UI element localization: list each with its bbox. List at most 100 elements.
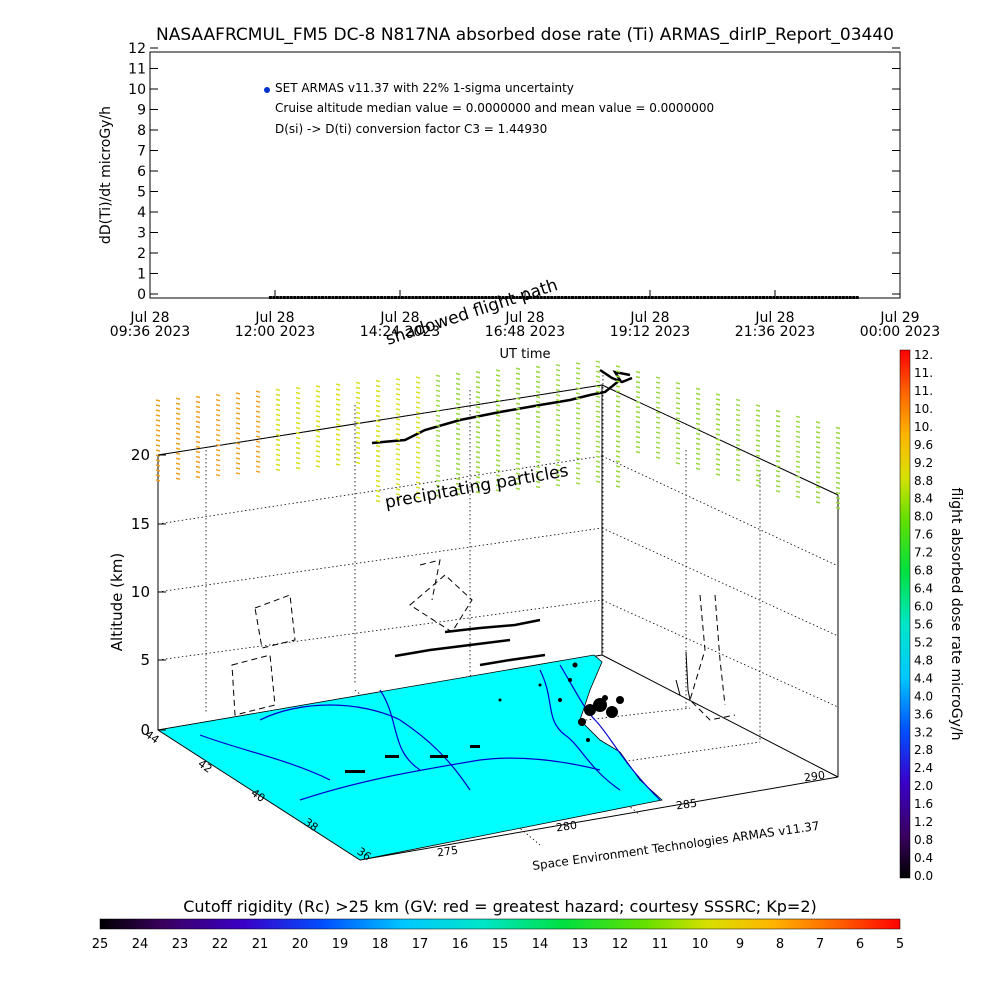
particle-mark [515, 417, 521, 420]
particle-mark [475, 476, 481, 479]
particle-mark [375, 384, 381, 388]
particle-mark [535, 420, 541, 424]
particle-mark [775, 470, 781, 473]
particle-mark [455, 392, 461, 396]
particle-mark [255, 440, 261, 443]
particle-mark [215, 408, 221, 412]
particle-mark [155, 459, 161, 462]
series-point [310, 296, 314, 299]
particle-mark [715, 443, 721, 446]
particle-mark [395, 473, 401, 476]
dose-rate-tick-label: 7.2 [914, 546, 933, 560]
particle-mark [555, 368, 561, 372]
particle-mark [655, 386, 661, 389]
cutoff-rigidity-label: Cutoff rigidity (Rc) >25 km (GV: red = g… [183, 897, 817, 916]
particle-mark [495, 384, 501, 387]
series-point [817, 296, 821, 299]
particle-mark [415, 436, 421, 439]
particle-mark [615, 375, 621, 378]
series-point [414, 296, 418, 299]
particle-mark [375, 399, 381, 403]
particle-mark [715, 458, 721, 461]
particle-mark [655, 401, 661, 404]
particle-mark [515, 367, 521, 370]
series-point [821, 296, 825, 299]
particle-mark [715, 398, 721, 401]
particle-mark [335, 398, 341, 401]
particle-mark [415, 411, 421, 414]
series-point [327, 296, 331, 299]
particle-mark [195, 425, 201, 429]
particle-mark [795, 435, 801, 439]
particle-mark [795, 425, 801, 429]
series-point [807, 296, 811, 299]
particle-mark [395, 453, 401, 456]
particle-mark [615, 415, 621, 418]
series-point [689, 296, 693, 299]
particle-mark [815, 441, 821, 444]
series-point [359, 296, 363, 299]
particle-mark [515, 412, 521, 415]
particle-mark [475, 411, 481, 414]
particle-mark [775, 475, 781, 478]
particle-mark [835, 426, 841, 430]
particle-mark [515, 382, 521, 385]
particle-mark [655, 451, 661, 454]
series-point [421, 296, 425, 299]
particle-mark [435, 479, 441, 483]
particle-mark [495, 464, 501, 467]
particle-mark [335, 428, 341, 431]
series-point [543, 296, 547, 299]
series-point [848, 296, 852, 299]
particle-mark [295, 441, 301, 445]
particle-mark [175, 427, 181, 430]
particle-mark [655, 381, 661, 384]
series-point [789, 296, 793, 299]
series-point [741, 296, 745, 299]
series-point [838, 296, 842, 299]
particle-mark [755, 429, 761, 432]
particle-mark [495, 479, 501, 482]
series-point [744, 296, 748, 299]
particle-mark [535, 370, 541, 374]
particle-mark [555, 363, 561, 367]
longitude-tick-label: 275 [436, 844, 459, 860]
series-point [268, 296, 272, 299]
particle-mark [535, 365, 541, 369]
particle-mark [195, 460, 201, 464]
particle-mark [595, 460, 601, 463]
particle-mark [835, 441, 841, 445]
particle-mark [335, 423, 341, 426]
particle-mark [615, 405, 621, 408]
series-point [755, 296, 759, 299]
particle-mark [475, 461, 481, 464]
particle-mark [375, 434, 381, 438]
particle-mark [455, 397, 461, 401]
particle-mark [475, 416, 481, 419]
particle-mark [815, 476, 821, 479]
particle-mark [755, 444, 761, 447]
particle-mark [715, 433, 721, 436]
series-point [671, 296, 675, 299]
particle-mark [715, 418, 721, 421]
particle-mark [275, 438, 281, 442]
particle-mark [675, 452, 681, 455]
particle-mark [735, 438, 741, 442]
particle-mark [795, 480, 801, 484]
particle-mark [455, 472, 461, 476]
particle-mark [615, 390, 621, 393]
cutoff-rigidity-ticks: 25 24 23 22 21 20 19 18 17 16 15 14 13 12 11 10 9 8 7 6 5 [92, 937, 904, 952]
particle-mark [395, 388, 401, 391]
particle-mark [775, 430, 781, 433]
cutoff-rigidity-tick-label: 7 [816, 937, 824, 952]
particle-mark [255, 435, 261, 438]
particle-mark [175, 447, 181, 450]
particle-mark [615, 480, 621, 483]
series-point [536, 296, 540, 299]
particle-mark [215, 468, 221, 472]
series-point [553, 296, 557, 299]
particle-mark [515, 392, 521, 395]
particle-mark [615, 370, 621, 373]
particle-mark [475, 456, 481, 459]
